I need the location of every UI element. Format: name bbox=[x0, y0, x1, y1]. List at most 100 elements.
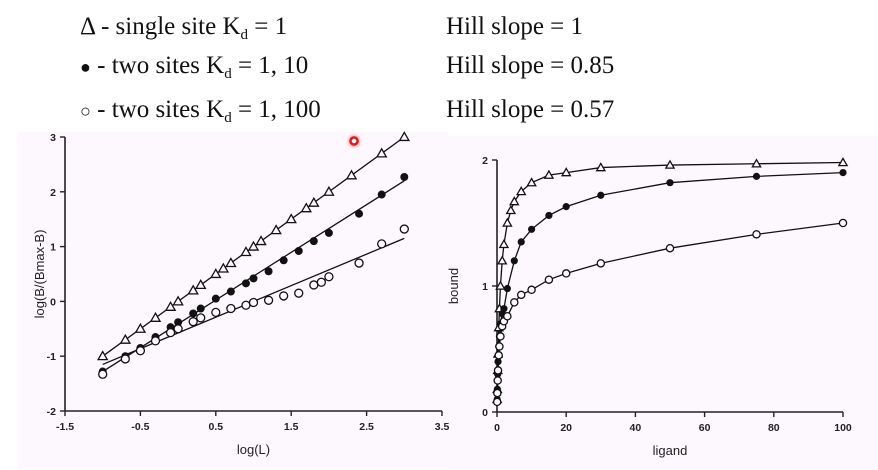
x-tick-label: 60 bbox=[699, 422, 711, 434]
data-point bbox=[666, 179, 674, 187]
data-point bbox=[309, 237, 318, 246]
x-tick-label: 1.5 bbox=[284, 421, 299, 433]
data-point bbox=[509, 196, 520, 206]
data-point bbox=[98, 369, 108, 379]
legend-row-2: ● - two sites Kd = 1, 10 bbox=[80, 52, 308, 83]
data-point bbox=[309, 280, 319, 290]
data-point bbox=[210, 268, 222, 279]
data-point bbox=[665, 243, 675, 253]
y-tick-label: 2 bbox=[482, 155, 488, 167]
data-point bbox=[248, 297, 259, 308]
legend-label: - two sites K bbox=[90, 96, 225, 123]
data-point bbox=[354, 258, 364, 268]
data-point bbox=[837, 157, 849, 167]
data-point bbox=[355, 209, 364, 218]
data-point bbox=[308, 196, 320, 207]
data-point bbox=[561, 269, 571, 278]
data-point bbox=[255, 235, 267, 246]
legend-sub: d bbox=[224, 110, 232, 126]
data-point bbox=[134, 322, 147, 333]
legend-label: - single site K bbox=[94, 13, 241, 40]
data-point bbox=[189, 309, 198, 318]
data-point bbox=[496, 255, 508, 265]
data-point bbox=[174, 318, 183, 327]
data-point bbox=[294, 246, 303, 255]
data-point bbox=[377, 239, 387, 249]
y-tick-label: 2 bbox=[50, 187, 56, 199]
data-point bbox=[96, 350, 109, 361]
y-tick-label: -2 bbox=[47, 406, 56, 418]
data-point bbox=[279, 291, 289, 301]
data-point bbox=[264, 267, 273, 276]
data-point bbox=[526, 177, 537, 187]
data-point bbox=[194, 279, 207, 290]
hill-slope-2: Hill slope = 0.85 bbox=[446, 52, 615, 79]
legend-value: = 1 bbox=[248, 13, 288, 40]
data-point bbox=[505, 204, 517, 215]
data-point bbox=[838, 218, 848, 228]
x-tick-label: 20 bbox=[560, 422, 572, 434]
data-point bbox=[492, 397, 502, 407]
data-point bbox=[752, 172, 761, 180]
data-point bbox=[377, 190, 386, 199]
data-point bbox=[516, 290, 526, 300]
data-point bbox=[510, 298, 519, 307]
y-axis-label: log(B/(Bmax-B) bbox=[32, 230, 47, 319]
data-point bbox=[528, 225, 536, 233]
data-point bbox=[225, 257, 237, 268]
data-point bbox=[285, 213, 297, 224]
data-point bbox=[324, 228, 333, 237]
data-point bbox=[240, 246, 252, 257]
legend-value: = 1, 100 bbox=[231, 96, 321, 123]
data-point bbox=[188, 317, 198, 327]
legend-row-3: ○ - two sites Kd = 1, 100 bbox=[80, 96, 321, 127]
data-point bbox=[560, 167, 572, 177]
data-point bbox=[149, 311, 162, 322]
x-tick-label: 100 bbox=[834, 422, 852, 434]
x-tick-label: -1.5 bbox=[56, 421, 74, 433]
open-circle-icon: ○ bbox=[80, 101, 91, 121]
data-point bbox=[562, 203, 570, 211]
legend-label: - two sites K bbox=[90, 52, 225, 79]
y-tick-label: 0 bbox=[482, 407, 488, 419]
data-point bbox=[495, 280, 506, 290]
y-axis-label: bound bbox=[446, 268, 461, 304]
x-tick-label: 0.5 bbox=[208, 421, 223, 433]
data-point bbox=[493, 366, 503, 375]
data-point bbox=[494, 351, 503, 360]
data-point bbox=[510, 257, 518, 265]
legend-value: = 1, 10 bbox=[231, 52, 309, 79]
x-tick-label: 2.5 bbox=[359, 421, 374, 433]
data-point bbox=[503, 311, 512, 321]
data-point bbox=[752, 230, 761, 239]
data-point bbox=[279, 256, 288, 265]
legend-row-1: Δ - single site Kd = 1 bbox=[80, 13, 287, 44]
data-point bbox=[543, 169, 555, 179]
data-point bbox=[241, 279, 250, 288]
data-point bbox=[217, 262, 230, 273]
filled-circle-icon: ● bbox=[80, 57, 91, 77]
data-point bbox=[270, 224, 282, 235]
left-panel bbox=[18, 132, 448, 468]
data-point bbox=[596, 259, 606, 268]
x-axis-label: ligand bbox=[653, 443, 688, 458]
y-tick-label: 1 bbox=[482, 281, 488, 293]
data-point bbox=[493, 376, 502, 385]
data-point bbox=[187, 284, 199, 295]
data-point bbox=[503, 284, 511, 293]
data-point bbox=[398, 131, 411, 142]
triangle-icon: Δ bbox=[80, 13, 95, 40]
data-point bbox=[544, 275, 554, 284]
data-point bbox=[300, 202, 313, 213]
x-tick-label: 40 bbox=[630, 422, 642, 434]
y-tick-label: 1 bbox=[50, 242, 56, 254]
data-point bbox=[597, 191, 605, 199]
data-point bbox=[150, 336, 161, 346]
data-point bbox=[196, 313, 206, 323]
data-point bbox=[400, 173, 409, 182]
data-point bbox=[241, 300, 251, 310]
data-point bbox=[399, 224, 409, 234]
x-axis-label: log(L) bbox=[237, 442, 270, 457]
hill-slope-1: Hill slope = 1 bbox=[446, 13, 584, 40]
